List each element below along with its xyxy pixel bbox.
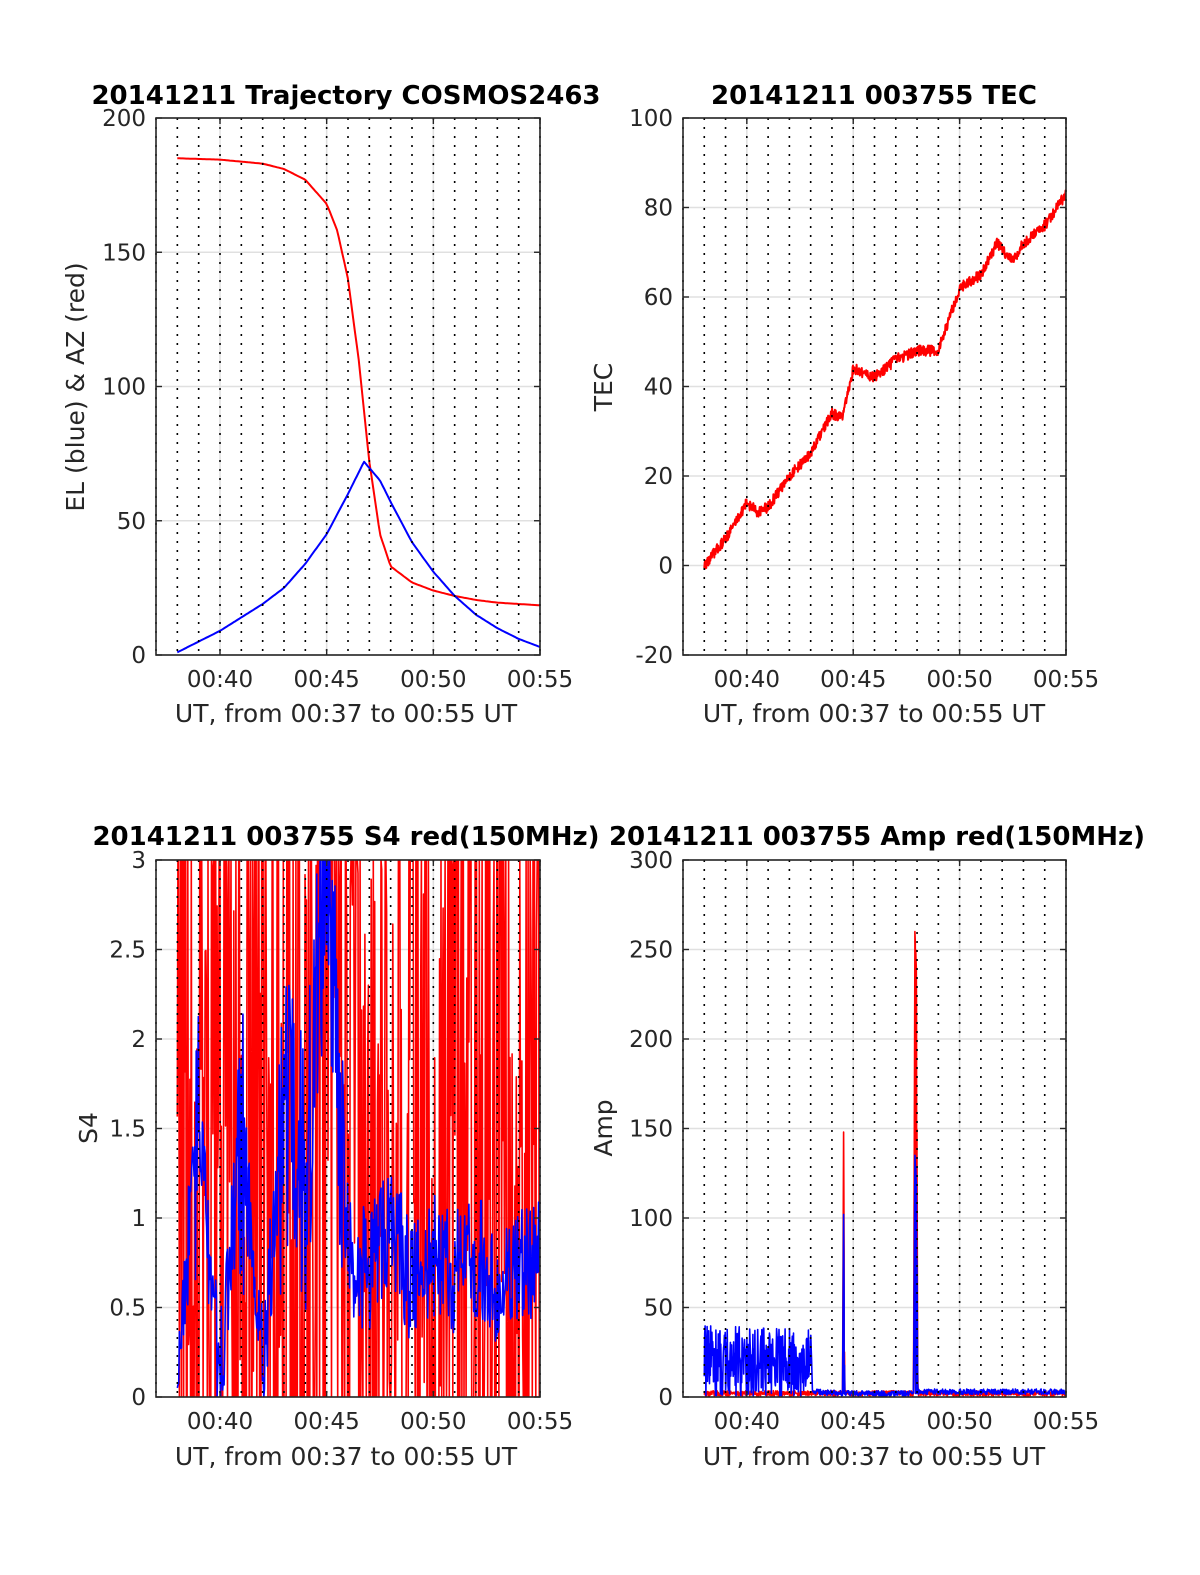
x-axis-label: UT, from 00:37 to 00:55 UT bbox=[175, 1442, 518, 1471]
panel-trajectory: 20141211 Trajectory COSMOS2463 UT, from … bbox=[61, 81, 601, 728]
y-tick-label: 80 bbox=[644, 196, 673, 222]
x-tick-label: 00:40 bbox=[714, 667, 780, 693]
series-line-1 bbox=[176, 860, 540, 1397]
plot-trajectory: 00:40 00:45 00:50 00:55 0 50 100 150 200 bbox=[102, 106, 573, 693]
panel-tec: 20141211 003755 TEC UT, from 00:37 to 00… bbox=[589, 81, 1099, 728]
x-axis-label: UT, from 00:37 to 00:55 UT bbox=[703, 699, 1046, 728]
x-tick-label: 00:45 bbox=[294, 1409, 360, 1435]
series-line-1 bbox=[176, 460, 540, 654]
x-tick-label: 00:45 bbox=[820, 667, 886, 693]
series-layer bbox=[176, 860, 540, 1397]
panel-title: 20141211 003755 Amp red(150MHz) bbox=[609, 822, 1145, 852]
y-tick-label: 150 bbox=[102, 240, 146, 266]
y-tick-label: 100 bbox=[629, 1206, 673, 1232]
series-layer bbox=[703, 930, 1066, 1397]
y-tick-label: 0 bbox=[131, 643, 146, 669]
panel-title: 20141211 003755 S4 red(150MHz) bbox=[92, 822, 599, 852]
y-tick-label: 100 bbox=[102, 375, 146, 401]
y-tick-label: 0.5 bbox=[109, 1296, 146, 1322]
x-tick-label: 00:40 bbox=[187, 1409, 253, 1435]
y-tick-label: 40 bbox=[644, 375, 673, 401]
y-tick-label: 50 bbox=[117, 509, 146, 535]
x-tick-label: 00:55 bbox=[1033, 667, 1099, 693]
x-tick-label: 00:45 bbox=[294, 667, 360, 693]
series-layer bbox=[703, 189, 1066, 570]
panel-s4: 20141211 003755 S4 red(150MHz) UT, from … bbox=[74, 822, 600, 1471]
plot-s4: 00:40 00:45 00:50 00:55 0 0.5 1 1.5 2 2.5 3 bbox=[109, 848, 573, 1435]
panel-title: 20141211 003755 TEC bbox=[711, 81, 1037, 111]
y-tick-label: 3 bbox=[131, 848, 146, 874]
x-tick-label: 00:50 bbox=[926, 667, 992, 693]
x-tick-label: 00:55 bbox=[507, 667, 573, 693]
y-tick-label: 200 bbox=[102, 106, 146, 132]
series-line-1 bbox=[703, 1154, 1066, 1397]
x-tick-label: 00:50 bbox=[400, 667, 466, 693]
y-axis-label: S4 bbox=[74, 1112, 103, 1144]
x-axis-label: UT, from 00:37 to 00:55 UT bbox=[175, 699, 518, 728]
y-tick-label: 150 bbox=[629, 1117, 673, 1143]
y-tick-label: 1 bbox=[131, 1206, 146, 1232]
panel-title: 20141211 Trajectory COSMOS2463 bbox=[91, 81, 600, 111]
plot-tec: 00:40 00:45 00:50 00:55 -20 0 20 40 60 80 100 bbox=[629, 106, 1099, 693]
x-tick-label: 00:55 bbox=[507, 1409, 573, 1435]
y-tick-label: 2 bbox=[131, 1027, 146, 1053]
plot-amp: 00:40 00:45 00:50 00:55 0 50 100 150 200 250 300 bbox=[629, 848, 1099, 1435]
y-tick-label: 50 bbox=[644, 1296, 673, 1322]
y-axis-label: EL (blue) & AZ (red) bbox=[61, 262, 90, 511]
y-tick-label: 0 bbox=[131, 1385, 146, 1411]
series-layer bbox=[176, 157, 540, 654]
y-tick-label: 250 bbox=[629, 938, 673, 964]
y-tick-label: 0 bbox=[658, 554, 673, 580]
y-tick-label: 2.5 bbox=[109, 938, 146, 964]
x-tick-label: 00:55 bbox=[1033, 1409, 1099, 1435]
x-tick-label: 00:40 bbox=[187, 667, 253, 693]
series-line-0 bbox=[703, 189, 1066, 570]
series-line-0 bbox=[176, 860, 540, 1397]
x-tick-label: 00:50 bbox=[926, 1409, 992, 1435]
y-tick-label: 300 bbox=[629, 848, 673, 874]
y-tick-label: 1.5 bbox=[109, 1117, 146, 1143]
y-tick-label: 60 bbox=[644, 285, 673, 311]
y-tick-label: 200 bbox=[629, 1027, 673, 1053]
y-tick-label: 20 bbox=[644, 464, 673, 490]
x-axis-label: UT, from 00:37 to 00:55 UT bbox=[703, 1442, 1046, 1471]
panel-amp: 20141211 003755 Amp red(150MHz) UT, from… bbox=[589, 822, 1145, 1471]
series-line-0 bbox=[703, 930, 1066, 1397]
series-line-0 bbox=[177, 157, 540, 607]
y-tick-label: 100 bbox=[629, 106, 673, 132]
x-tick-label: 00:40 bbox=[714, 1409, 780, 1435]
x-tick-label: 00:45 bbox=[820, 1409, 886, 1435]
y-tick-label: 0 bbox=[658, 1385, 673, 1411]
y-axis-label: Amp bbox=[589, 1099, 618, 1156]
x-tick-label: 00:50 bbox=[400, 1409, 466, 1435]
y-axis-label: TEC bbox=[589, 363, 618, 413]
y-tick-label: -20 bbox=[635, 643, 673, 669]
